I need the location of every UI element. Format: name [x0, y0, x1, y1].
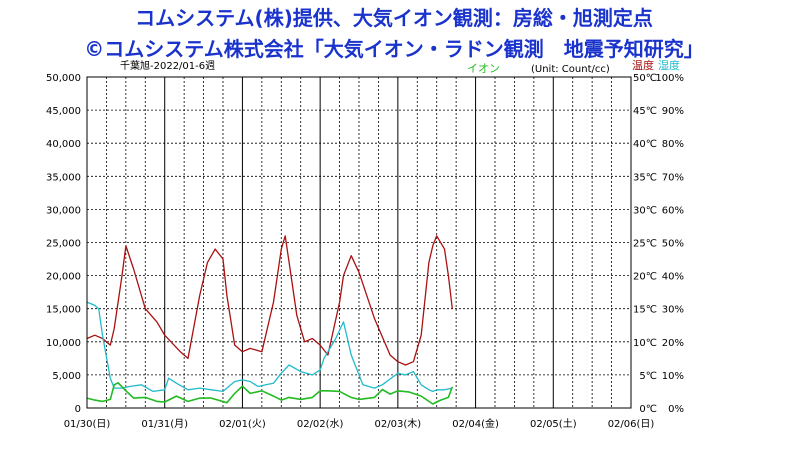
y-left-ticks: 0 5,000 10,000 15,000 20,000 25,000 30,000 35,0… — [46, 73, 81, 415]
y-left-tick-label: 35,000 — [46, 172, 81, 183]
y-temp-tick-label: 5℃ — [639, 371, 657, 382]
y-temp-tick-label: 35℃ — [633, 172, 657, 183]
y-left-tick-label: 0 — [75, 404, 81, 415]
page-title: コムシステム(株)提供、大気イオン観測：房総・旭測定点 — [135, 6, 653, 30]
y-left-tick-label: 15,000 — [46, 305, 81, 316]
legend-temp-label: 温度 — [632, 58, 654, 72]
series-line-temp — [86, 235, 453, 366]
y-temp-tick-label: 30℃ — [633, 205, 657, 216]
x-tick-label: 01/30(日) — [64, 419, 111, 430]
y-left-tick-label: 50,000 — [46, 73, 81, 84]
legend-humidity-label: 湿度 — [658, 58, 680, 72]
y-humidity-tick-label: 90% — [662, 106, 684, 117]
x-tick-label: 02/01(火) — [219, 418, 266, 430]
y-humidity-tick-label: 40% — [662, 272, 684, 283]
y-temp-tick-label: 0℃ — [639, 404, 657, 415]
y-temp-ticks: 0℃ 5℃ 10℃ 15℃ 20℃ 25℃ 30℃ 35℃ 40℃ 45℃ 50℃ — [633, 73, 657, 415]
x-ticks: 01/30(日) 01/31(月) 02/01(火) 02/02(水) 02/03(木)… — [64, 417, 655, 430]
x-tick-label: 02/04(金) — [452, 417, 499, 430]
y-temp-tick-label: 50℃ — [633, 73, 657, 84]
legend-ion-label: イオン — [467, 62, 500, 75]
y-humidity-tick-label: 60% — [662, 205, 684, 216]
series-line-humidity — [86, 301, 453, 393]
y-humidity-tick-label: 80% — [662, 139, 684, 150]
plot-frame — [86, 76, 632, 409]
y-left-tick-label: 40,000 — [46, 139, 81, 150]
x-tick-label: 02/02(水) — [297, 418, 344, 430]
x-tick-label: 02/03(木) — [375, 418, 422, 430]
x-tick-label: 01/31(月) — [141, 418, 188, 430]
y-humidity-tick-label: 30% — [662, 305, 684, 316]
y-left-tick-label: 45,000 — [46, 106, 81, 117]
unit-label: (Unit: Count/cc) — [531, 64, 610, 75]
y-humidity-ticks: 0% 10% 20% 30% 40% 50% 60% 70% 80% 90% 100% — [655, 73, 684, 415]
y-left-tick-label: 20,000 — [46, 272, 81, 283]
x-tick-label: 02/06(日) — [608, 419, 655, 430]
x-tick-label: 02/05(土) — [530, 417, 577, 430]
series-layer — [86, 235, 454, 405]
series-line-ion — [86, 381, 454, 405]
chart-subtitle: 千葉旭-2022/01-6週 — [120, 59, 215, 72]
y-humidity-tick-label: 50% — [662, 239, 684, 250]
y-temp-tick-label: 45℃ — [633, 106, 657, 117]
grid-lines — [87, 77, 631, 408]
y-humidity-tick-label: 10% — [662, 371, 684, 382]
y-left-tick-label: 30,000 — [46, 205, 81, 216]
y-left-tick-label: 5,000 — [52, 371, 81, 382]
y-humidity-tick-label: 100% — [655, 73, 684, 84]
y-temp-tick-label: 15℃ — [633, 305, 657, 316]
y-temp-tick-label: 20℃ — [633, 272, 657, 283]
y-temp-tick-label: 25℃ — [633, 239, 657, 250]
y-humidity-tick-label: 0% — [668, 404, 684, 415]
y-left-tick-label: 25,000 — [46, 239, 81, 250]
y-humidity-tick-label: 70% — [662, 172, 684, 183]
y-temp-tick-label: 10℃ — [633, 338, 657, 349]
y-humidity-tick-label: 20% — [662, 338, 684, 349]
page-subtitle: ©コムシステム株式会社「大気イオン・ラドン観測 地震予知研究」 — [84, 37, 704, 61]
y-temp-tick-label: 40℃ — [633, 139, 657, 150]
y-left-tick-label: 10,000 — [46, 338, 81, 349]
